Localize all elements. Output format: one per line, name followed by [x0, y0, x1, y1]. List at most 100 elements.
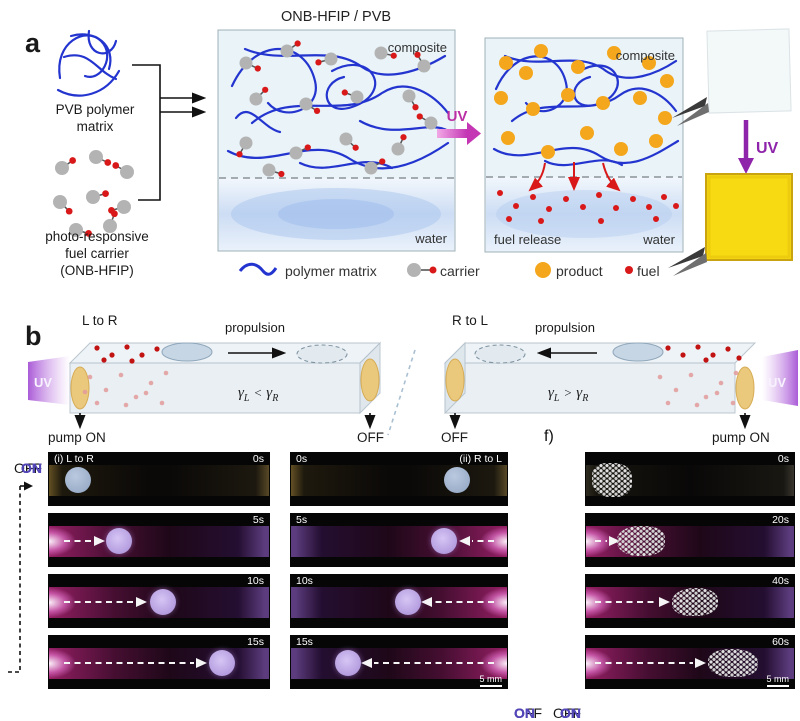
legend: polymer matrix carrier product fuel — [238, 262, 660, 279]
video-frame: 5s — [290, 513, 508, 567]
merge-bracket-arrows — [132, 64, 207, 201]
particle-raft — [708, 649, 758, 677]
legend-product-label: product — [556, 263, 603, 279]
uv-light-cone — [762, 350, 798, 406]
channel-photo — [291, 526, 507, 557]
state-label: OFF — [14, 460, 42, 476]
fuel-film-right — [360, 358, 380, 402]
motion-arrow — [595, 658, 706, 668]
fuel-carrier-cluster — [53, 150, 134, 237]
divider-dashed — [387, 349, 416, 436]
off-label: OFF — [441, 430, 468, 445]
timestamp: 10s — [296, 575, 313, 587]
direction-label: L to R — [82, 313, 118, 328]
fuel-release-tag: fuel release — [494, 232, 561, 247]
direction-label: R to L — [452, 313, 489, 328]
video-frame: (i) L to R 0s — [48, 452, 270, 506]
motion-arrow — [595, 536, 620, 546]
video-frame: 0s — [585, 452, 795, 506]
frame-title: (i) L to R — [54, 453, 94, 465]
pump-on-label: pump ON — [712, 430, 770, 445]
fuel-film-left — [445, 358, 465, 402]
released-box: composite fuel release water — [484, 37, 684, 253]
state-label: ON — [21, 460, 42, 476]
motor-disc — [150, 589, 176, 615]
fuel-dots-lower — [657, 370, 739, 408]
uv-arrow-label: UV — [447, 108, 468, 125]
particle-raft — [617, 526, 665, 556]
disc-target-outline — [474, 344, 526, 364]
motor-disc — [395, 589, 421, 615]
motor-disc — [444, 467, 470, 493]
state-label: ON — [21, 460, 42, 476]
pump-on-label: pump ON — [48, 430, 106, 445]
video-frame: 60s 5 mm — [585, 635, 795, 689]
timestamp: 10s — [247, 575, 264, 587]
timestamp: 15s — [247, 636, 264, 648]
video-frame: 20s — [585, 513, 795, 567]
motion-arrow — [64, 536, 105, 546]
video-frame: 15s — [48, 635, 270, 689]
carrier-label-line3: (ONB-HFIP) — [60, 263, 134, 278]
timestamp: 20s — [772, 514, 789, 526]
video-frame: 10s — [290, 574, 508, 628]
timestamp: 0s — [252, 453, 264, 465]
uv-down-arrow: UV — [738, 120, 779, 174]
timestamp: 40s — [772, 575, 789, 587]
panel-b-letter: b — [25, 321, 42, 351]
sequence-connector — [8, 481, 33, 673]
water-tag: water — [414, 231, 447, 246]
panel-b-schematic: b L to R propulsion UV γL < γR pump ON OFF… — [25, 313, 798, 445]
uv-cone-label: UV — [34, 375, 52, 390]
composite-box: composite water — [217, 29, 456, 252]
channel-r-to-l: R to L propulsion UV γL > γR OFF pump ON — [441, 313, 798, 445]
released-fuel-dots — [497, 190, 679, 224]
channel-l-to-r: L to R propulsion UV γL < γR pump ON OFF — [28, 313, 384, 445]
uv-cone-label: UV — [768, 375, 786, 390]
video-frame: 5s — [48, 513, 270, 567]
pvb-label-line2: matrix — [77, 119, 114, 134]
fuel-dots-lower — [82, 370, 169, 408]
state-label: ON — [21, 460, 42, 476]
motor-disc — [209, 650, 235, 676]
legend-carrier-glyph — [407, 263, 421, 277]
channel-photo — [291, 465, 507, 496]
water-tag-2: water — [642, 232, 675, 247]
pvb-polymer-squiggle — [56, 29, 121, 97]
video-frame: 40s — [585, 574, 795, 628]
uv-light-cone — [28, 356, 70, 405]
gamma-relation: γL > γR — [548, 385, 588, 404]
propulsion-label: propulsion — [535, 320, 595, 335]
legend-polymer-glyph — [238, 262, 278, 276]
fuel-film-left — [70, 366, 90, 410]
particle-raft — [592, 463, 632, 497]
timestamp: 0s — [777, 453, 789, 465]
carrier-label-line1: photo-responsive — [45, 229, 149, 244]
panel-a-letter: a — [25, 28, 41, 58]
timestamp: 15s — [296, 636, 313, 648]
fuel-film-right — [735, 366, 755, 410]
fuel-dots-upper — [665, 344, 742, 363]
off-label: OFF — [357, 430, 384, 445]
legend-carrier-label: carrier — [440, 263, 480, 279]
legend-fuel-label: fuel — [637, 263, 660, 279]
motion-arrow — [64, 658, 207, 668]
carrier-label-line2: fuel carrier — [65, 246, 129, 261]
state-label: ON — [560, 705, 581, 721]
timestamp: 5s — [252, 514, 264, 526]
timestamp: 60s — [772, 636, 789, 648]
video-frame: 0s (ii) R to L — [290, 452, 508, 506]
scale-bar: 5 mm — [767, 674, 789, 687]
floating-disc — [612, 342, 664, 362]
composite-tag: composite — [388, 40, 447, 55]
embedded-carriers — [236, 40, 438, 178]
particle-raft — [672, 588, 718, 616]
fuel-dots-upper — [94, 344, 160, 364]
video-frame: 15s 5 mm — [290, 635, 508, 689]
film-before-photo — [672, 28, 792, 126]
motor-disc — [431, 528, 457, 554]
film-uv-label: UV — [756, 140, 779, 157]
film-after-photo — [668, 173, 793, 276]
release-arrows — [528, 162, 621, 192]
frame-title: (ii) R to L — [459, 453, 502, 465]
